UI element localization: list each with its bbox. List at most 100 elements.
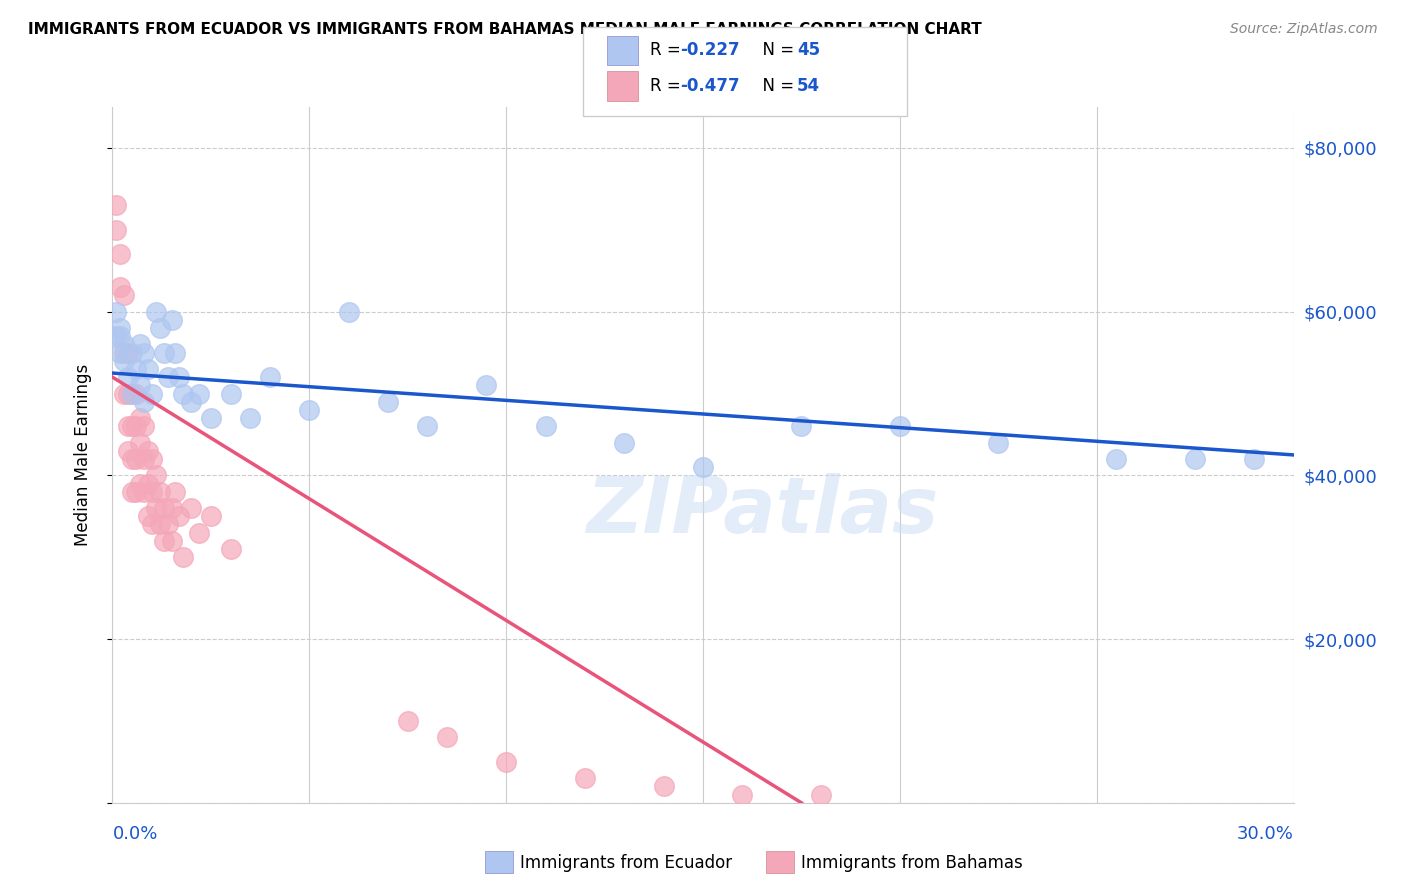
Point xyxy=(731,788,754,802)
Point xyxy=(110,321,132,335)
Point xyxy=(125,386,148,401)
Point xyxy=(239,411,262,425)
Text: 54: 54 xyxy=(797,77,820,95)
Point xyxy=(121,345,143,359)
Point xyxy=(165,484,187,499)
Point xyxy=(145,304,167,318)
Point xyxy=(436,731,458,745)
Point xyxy=(105,329,128,343)
Point xyxy=(105,223,128,237)
Point xyxy=(110,345,132,359)
Point xyxy=(152,501,174,516)
Point xyxy=(180,394,202,409)
Point xyxy=(692,460,714,475)
Point xyxy=(337,304,360,318)
Point xyxy=(156,517,179,532)
Text: R =: R = xyxy=(650,77,686,95)
Point xyxy=(149,321,172,335)
Point xyxy=(160,533,183,548)
Point xyxy=(105,198,128,212)
Point xyxy=(129,378,152,392)
Text: -0.227: -0.227 xyxy=(681,41,740,60)
Point xyxy=(112,353,135,368)
Point xyxy=(152,345,174,359)
Text: Immigrants from Ecuador: Immigrants from Ecuador xyxy=(520,854,733,871)
Point xyxy=(132,394,155,409)
Text: N =: N = xyxy=(752,77,800,95)
Point xyxy=(396,714,419,728)
Point xyxy=(110,329,132,343)
Text: N =: N = xyxy=(752,41,800,60)
Point xyxy=(112,337,135,351)
Point xyxy=(1243,452,1265,467)
Point xyxy=(652,780,675,794)
Point xyxy=(172,386,194,401)
Text: ZIPatlas: ZIPatlas xyxy=(586,473,938,549)
Y-axis label: Median Male Earnings: Median Male Earnings xyxy=(73,364,91,546)
Point xyxy=(495,755,517,769)
Point xyxy=(200,509,222,524)
Point xyxy=(219,542,242,557)
Point xyxy=(129,337,152,351)
Point xyxy=(219,386,242,401)
Point xyxy=(129,435,152,450)
Point xyxy=(156,370,179,384)
Point xyxy=(125,419,148,434)
Point xyxy=(125,484,148,499)
Point xyxy=(188,386,211,401)
Point xyxy=(132,484,155,499)
Point xyxy=(129,411,152,425)
Point xyxy=(110,247,132,261)
Point xyxy=(136,476,159,491)
Point xyxy=(125,452,148,467)
Point xyxy=(117,386,139,401)
Text: Immigrants from Bahamas: Immigrants from Bahamas xyxy=(801,854,1024,871)
Point xyxy=(117,345,139,359)
Point xyxy=(121,386,143,401)
Point xyxy=(889,419,911,434)
Point xyxy=(574,771,596,785)
Point xyxy=(121,452,143,467)
Point xyxy=(145,501,167,516)
Point xyxy=(259,370,281,384)
Point xyxy=(149,484,172,499)
Point xyxy=(110,280,132,294)
Point xyxy=(105,304,128,318)
Point xyxy=(169,509,191,524)
Point xyxy=(136,509,159,524)
Point xyxy=(136,362,159,376)
Point xyxy=(169,370,191,384)
Point xyxy=(1184,452,1206,467)
Point xyxy=(416,419,439,434)
Point xyxy=(132,345,155,359)
Point xyxy=(613,435,636,450)
Point xyxy=(121,386,143,401)
Point xyxy=(125,362,148,376)
Point xyxy=(136,443,159,458)
Text: 30.0%: 30.0% xyxy=(1237,825,1294,843)
Point xyxy=(112,345,135,359)
Point xyxy=(298,403,321,417)
Point xyxy=(117,419,139,434)
Point xyxy=(987,435,1010,450)
Point xyxy=(117,370,139,384)
Point xyxy=(132,419,155,434)
Point xyxy=(149,517,172,532)
Point xyxy=(141,517,163,532)
Text: R =: R = xyxy=(650,41,686,60)
Point xyxy=(112,288,135,302)
Point xyxy=(810,788,832,802)
Point xyxy=(132,452,155,467)
Text: 0.0%: 0.0% xyxy=(112,825,157,843)
Point xyxy=(200,411,222,425)
Point xyxy=(141,484,163,499)
Point xyxy=(160,313,183,327)
Point xyxy=(534,419,557,434)
Text: 45: 45 xyxy=(797,41,820,60)
Point xyxy=(165,345,187,359)
Point xyxy=(188,525,211,540)
Point xyxy=(172,550,194,565)
Point xyxy=(129,476,152,491)
Point xyxy=(141,452,163,467)
Point xyxy=(160,501,183,516)
